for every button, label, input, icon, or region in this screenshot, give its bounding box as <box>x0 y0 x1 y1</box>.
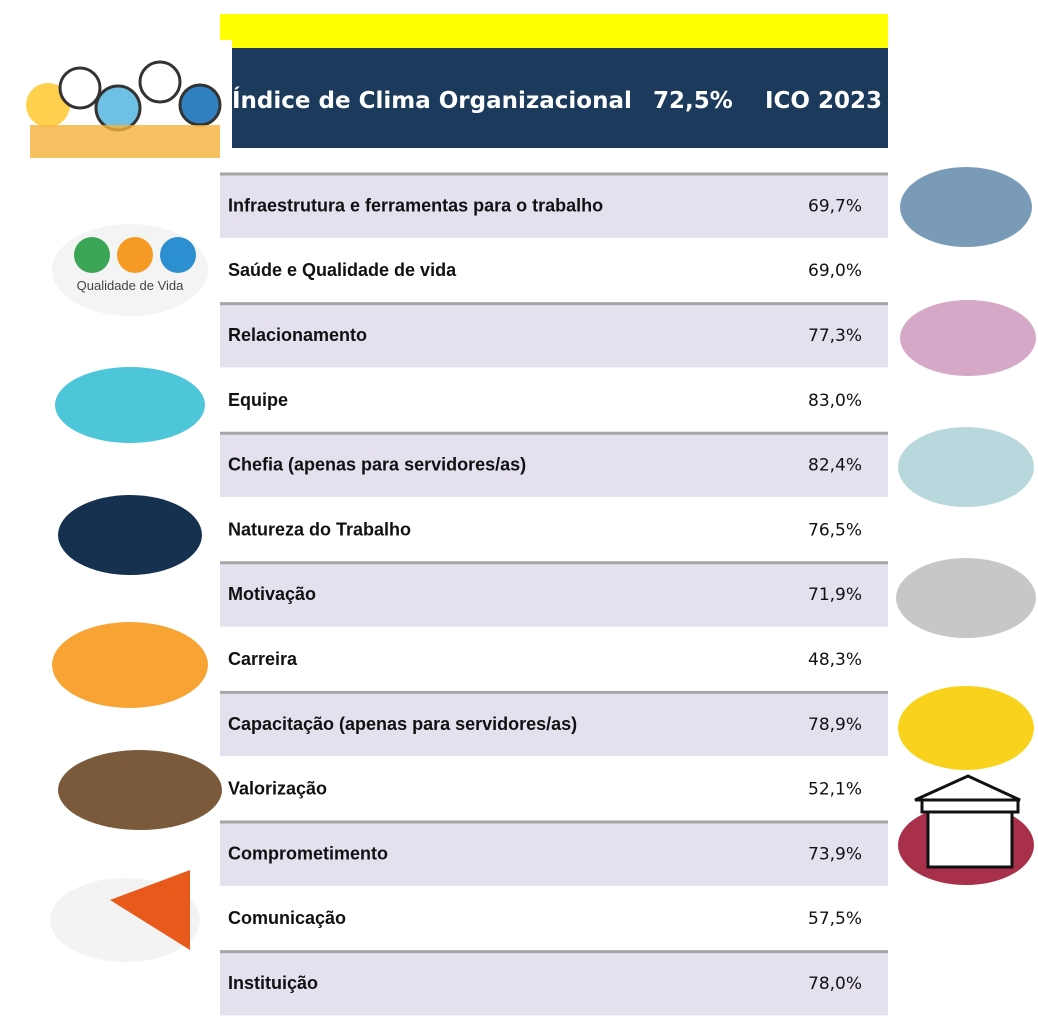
row-label: Saúde e Qualidade de vida <box>228 260 457 280</box>
icon-caption: Qualidade de Vida <box>77 278 185 293</box>
row-value: 69,7% <box>808 196 862 216</box>
row-value: 77,3% <box>808 326 862 346</box>
row-value: 82,4% <box>808 456 862 476</box>
header-title: Índice de Clima Organizacional <box>232 86 632 114</box>
row-band <box>220 951 888 1016</box>
row-label: Relacionamento <box>228 325 367 345</box>
row-value: 48,3% <box>808 650 862 670</box>
row-label: Chefia (apenas para servidores/as) <box>228 455 526 475</box>
page: Índice de Clima Organizacional 72,5% ICO… <box>0 0 1038 1019</box>
row-label: Motivação <box>228 584 316 604</box>
row-label: Natureza do Trabalho <box>228 519 411 539</box>
row-value: 73,9% <box>808 844 862 864</box>
header-edition: ICO 2023 <box>765 88 882 114</box>
people-illustration <box>10 40 232 158</box>
row-label: Carreira <box>228 649 298 669</box>
row-value: 69,0% <box>808 261 862 281</box>
row-label: Valorização <box>228 779 327 799</box>
row-value: 71,9% <box>808 585 862 605</box>
row-label: Comunicação <box>228 908 346 928</box>
row-value: 76,5% <box>808 520 862 540</box>
table: Infraestrutura e ferramentas para o trab… <box>220 173 888 1015</box>
row-value: 78,0% <box>808 974 862 994</box>
row-value: 83,0% <box>808 391 862 411</box>
header-score: 72,5% <box>653 88 733 114</box>
row-label: Infraestrutura e ferramentas para o trab… <box>228 195 603 215</box>
row-value: 78,9% <box>808 715 862 735</box>
yellow-band <box>220 14 888 49</box>
row-label: Equipe <box>228 390 288 410</box>
row-label: Comprometimento <box>228 843 388 863</box>
row-value: 52,1% <box>808 780 862 800</box>
row-band <box>220 562 888 627</box>
row-label: Capacitação (apenas para servidores/as) <box>228 714 577 734</box>
row-label: Instituição <box>228 973 318 993</box>
row-value: 57,5% <box>808 909 862 929</box>
